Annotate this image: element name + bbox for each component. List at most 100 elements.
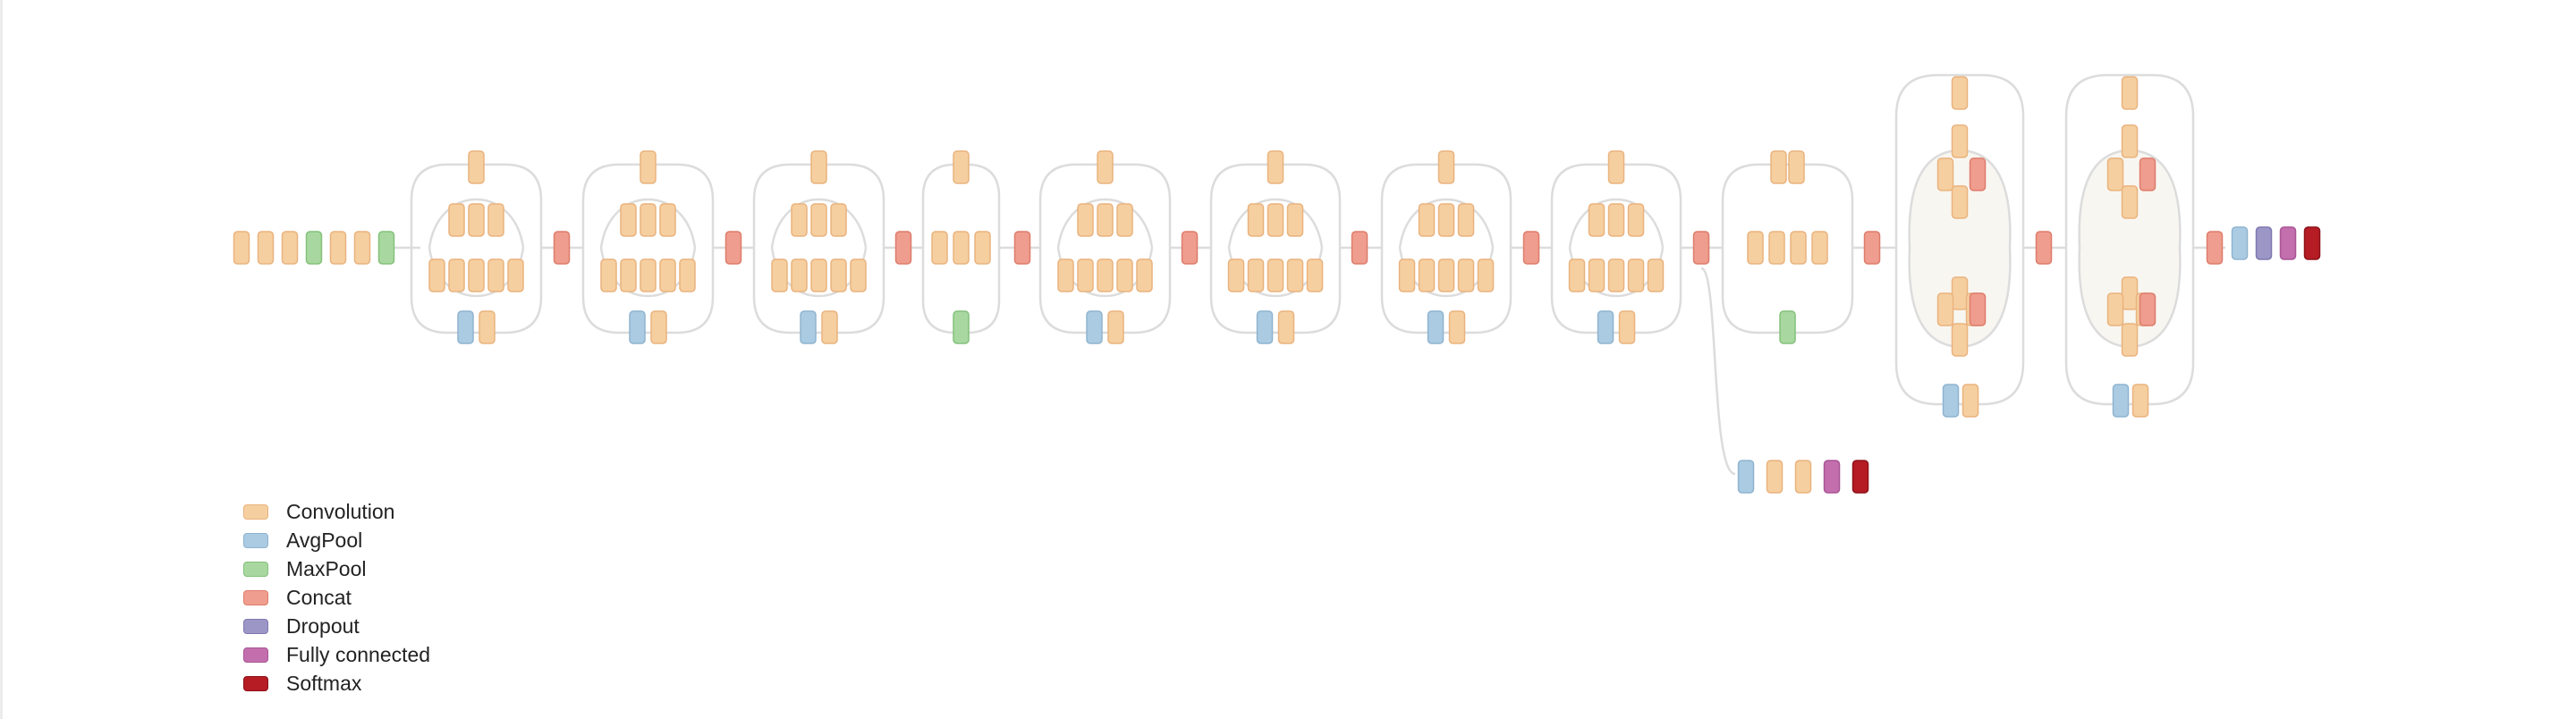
avgpool-node [1737, 460, 1755, 494]
conv-node [1951, 124, 1969, 158]
legend-swatch-maxpool [243, 561, 268, 577]
legend-swatch-softmax [243, 675, 268, 691]
conv-node [679, 258, 696, 292]
concat-node [724, 231, 742, 265]
conv-node [1457, 258, 1475, 292]
conv-node [1588, 258, 1606, 292]
conv-node [257, 231, 275, 265]
concat-node [1863, 231, 1881, 265]
conv-node [2121, 323, 2139, 357]
conv-node [448, 258, 465, 292]
conv-node [1951, 323, 1969, 357]
maxpool-node [953, 310, 970, 344]
branch-region [1908, 148, 2012, 349]
conv-node [1097, 150, 1114, 184]
conv-node [640, 150, 657, 184]
conv-node [1607, 150, 1625, 184]
conv-node [1116, 203, 1133, 237]
legend-label-maxpool: MaxPool [286, 556, 367, 580]
avgpool-node [1597, 310, 1614, 344]
legend: Convolution AvgPool MaxPool Concat Dropo… [243, 497, 430, 698]
fully-connected-node [2279, 226, 2297, 260]
conv-node [1437, 203, 1455, 237]
conv-node [830, 203, 847, 237]
conv-node [1136, 258, 1153, 292]
conv-node [2121, 124, 2139, 158]
conv-node [1951, 185, 1969, 219]
conv-node [1077, 203, 1094, 237]
conv-node [771, 258, 788, 292]
legend-swatch-dropout [243, 618, 268, 634]
conv-node [448, 203, 465, 237]
legend-label-fully-connected: Fully connected [286, 642, 431, 666]
legend-swatch-concat [243, 589, 268, 605]
conv-node [600, 258, 617, 292]
conv-node [810, 203, 827, 237]
avgpool-node [1256, 310, 1274, 344]
concat-node [1351, 231, 1368, 265]
conv-node [468, 258, 485, 292]
avgpool-node [457, 310, 474, 344]
module-outline [581, 163, 715, 334]
dropout-node [2255, 226, 2273, 260]
conv-node [791, 258, 808, 292]
node-layer [233, 76, 2321, 494]
avgpool-node [1942, 384, 1960, 418]
conv-node [1398, 258, 1416, 292]
conv-node [1448, 310, 1466, 344]
conv-node [353, 231, 371, 265]
conv-node [428, 258, 445, 292]
legend-label-concat: Concat [286, 585, 352, 609]
legend-item-avgpool: AvgPool [243, 526, 430, 554]
conv-node [1766, 460, 1784, 494]
conv-node [953, 231, 970, 265]
conv-node [620, 258, 637, 292]
conv-node [1418, 203, 1436, 237]
conv-node [1790, 231, 1807, 265]
conv-node [931, 231, 948, 265]
module-outline [1209, 163, 1342, 334]
conv-node [659, 203, 676, 237]
legend-item-fully-connected: Fully connected [243, 640, 430, 669]
conv-node [2121, 276, 2139, 310]
concat-node [1522, 231, 1540, 265]
conv-node [1951, 76, 1969, 110]
concat-node [2139, 292, 2157, 326]
legend-item-maxpool: MaxPool [243, 554, 430, 583]
concat-node [1969, 157, 1987, 191]
conv-node [2131, 384, 2149, 418]
conv-node [1227, 258, 1245, 292]
aux-branch-edge [1700, 266, 1736, 476]
legend-label-dropout: Dropout [286, 613, 360, 638]
conv-node [850, 258, 867, 292]
legend-swatch-avgpool [243, 532, 268, 548]
conv-node [507, 258, 524, 292]
conv-node [953, 150, 970, 184]
legend-item-dropout: Dropout [243, 612, 430, 640]
conv-node [2106, 157, 2124, 191]
conv-node [640, 203, 657, 237]
legend-item-concat: Concat [243, 583, 430, 612]
concat-node [1181, 231, 1199, 265]
conv-node [1768, 231, 1785, 265]
conv-node [1951, 276, 1969, 310]
conv-node [810, 150, 827, 184]
fully-connected-node [1823, 460, 1841, 494]
conv-node [468, 150, 485, 184]
conv-node [1811, 231, 1828, 265]
conv-node [1247, 203, 1265, 237]
avgpool-node [1086, 310, 1103, 344]
maxpool-node [1779, 310, 1796, 344]
legend-label-avgpool: AvgPool [286, 528, 363, 552]
conv-node [1936, 292, 1954, 326]
legend-item-softmax: Softmax [243, 669, 430, 698]
avgpool-node [1427, 310, 1445, 344]
legend-label-softmax: Softmax [286, 671, 362, 695]
conv-node [1936, 157, 1954, 191]
legend-swatch-fully-connected [243, 647, 268, 663]
conv-node [1618, 310, 1636, 344]
conv-node [640, 258, 657, 292]
concat-node [894, 231, 912, 265]
